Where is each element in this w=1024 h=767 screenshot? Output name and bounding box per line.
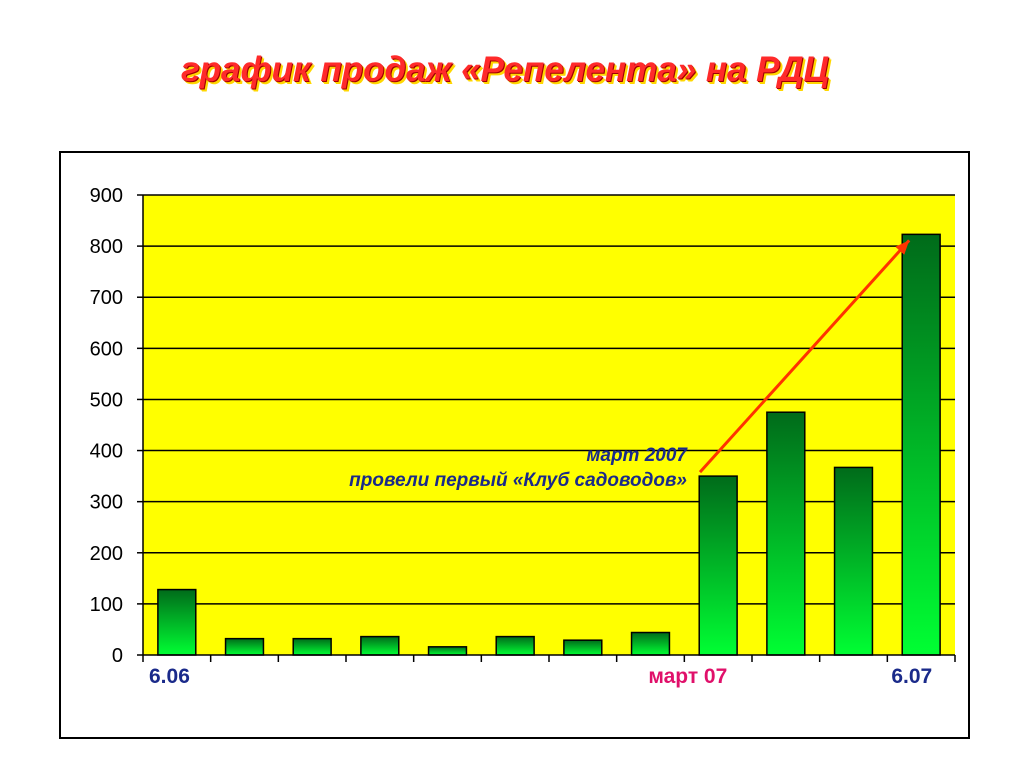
x-axis-label: март 07 (648, 665, 728, 688)
annotation-line-2: провели первый «Клуб садоводов» (349, 470, 687, 491)
y-tick-label: 600 (90, 338, 123, 360)
y-tick-label: 900 (90, 185, 123, 207)
bar (630, 631, 671, 656)
bar (224, 637, 265, 656)
y-tick-label: 400 (90, 441, 123, 463)
x-axis-label: 6.07 (891, 665, 933, 688)
bar (360, 635, 400, 656)
annotation-line-1: март 2007 (586, 445, 687, 466)
plot-area (143, 195, 955, 655)
bar (427, 646, 468, 656)
y-tick-label: 700 (90, 287, 123, 309)
x-axis-label: 6.06 (149, 665, 190, 688)
bar (698, 475, 738, 656)
y-tick-label: 200 (90, 543, 123, 565)
bar (901, 233, 941, 656)
bar (833, 466, 874, 656)
y-tick-label: 800 (90, 236, 123, 258)
bar (766, 411, 806, 656)
bar (563, 639, 603, 656)
y-tick-label: 500 (90, 389, 123, 411)
bar (495, 635, 535, 656)
annotation-arrowhead (895, 240, 910, 255)
y-tick-label: 100 (90, 594, 123, 616)
y-tick-label: 0 (112, 645, 123, 667)
bar (157, 588, 197, 656)
annotation-text: март 2007 провели первый «Клуб садоводов… (349, 445, 687, 492)
bar (292, 637, 332, 656)
annotation-arrow (698, 239, 911, 474)
page-title: график продаж «Репелента» на РДЦ (181, 50, 829, 89)
y-tick-label: 300 (90, 492, 123, 514)
